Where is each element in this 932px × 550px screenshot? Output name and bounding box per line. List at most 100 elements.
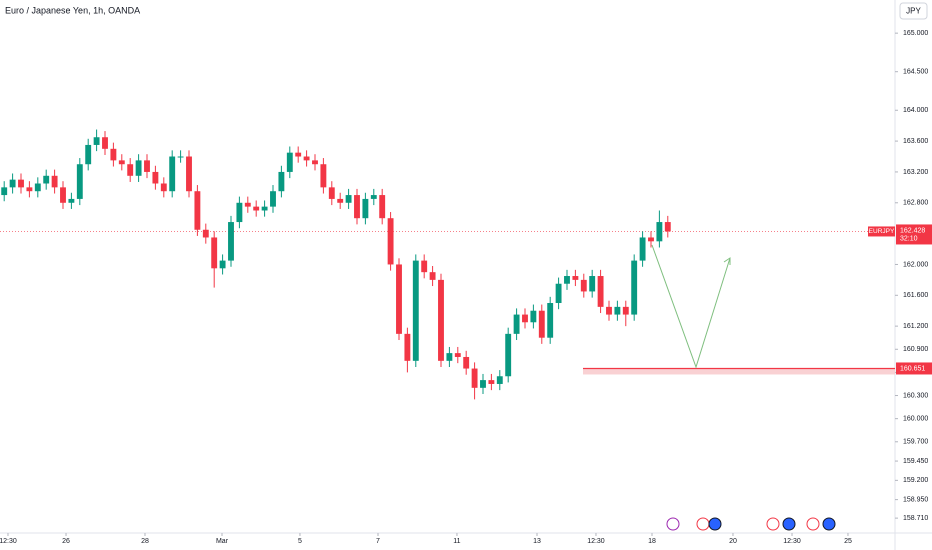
- x-tick-label: 18: [648, 538, 656, 545]
- candle-body: [320, 164, 327, 188]
- candle-body: [454, 353, 461, 357]
- candle-body: [127, 164, 134, 176]
- y-tick-label: 160.000: [903, 416, 928, 423]
- candle-body: [144, 160, 150, 172]
- candle-body: [135, 160, 142, 176]
- projection-arrowhead: [723, 257, 731, 265]
- y-tick-label: 162.800: [903, 200, 928, 207]
- currency-button[interactable]: [899, 2, 928, 20]
- candle-body: [530, 310, 537, 323]
- event-icon[interactable]: [766, 517, 780, 531]
- x-tick-label: Mar: [216, 538, 229, 545]
- x-tick-label: 28: [141, 538, 149, 545]
- candle-body: [160, 183, 167, 192]
- support-badge: [896, 362, 932, 375]
- y-tick-label: 163.600: [903, 138, 928, 145]
- symbol-badge: [868, 226, 895, 237]
- candle-body: [26, 187, 33, 192]
- candle-body: [1, 187, 8, 196]
- candle-body: [93, 137, 100, 145]
- candle-body: [270, 191, 276, 207]
- y-tick-label: 159.450: [903, 458, 928, 465]
- candle-body: [370, 195, 377, 199]
- candle-body: [34, 183, 41, 192]
- projection-path: [651, 244, 731, 369]
- candle-body: [639, 237, 646, 261]
- y-tick-label: 159.200: [903, 477, 928, 484]
- candle-body: [446, 353, 453, 361]
- y-tick-label: 161.200: [903, 323, 928, 330]
- y-tick-label: 160.900: [903, 346, 928, 353]
- candle-body: [60, 187, 66, 203]
- candle-body: [564, 276, 570, 284]
- x-tick-label: 11: [453, 538, 460, 545]
- y-tick-label: 158.710: [903, 515, 928, 522]
- support-zone: [583, 368, 895, 375]
- candle-body: [236, 202, 243, 223]
- candle-body: [421, 260, 428, 273]
- candle-body: [606, 306, 612, 315]
- candle-body: [18, 179, 24, 188]
- candle-body: [488, 380, 495, 384]
- event-icon[interactable]: [696, 517, 710, 531]
- countdown-label: 32:10: [900, 235, 918, 242]
- x-tick-label: 12:30: [587, 538, 605, 545]
- last-price-label: 162.428: [900, 227, 925, 234]
- candle-body: [303, 156, 310, 161]
- candle-body: [631, 260, 638, 315]
- candle-body: [219, 260, 226, 269]
- x-tick-label: 13: [533, 538, 541, 545]
- candle-body: [228, 222, 234, 261]
- candle-body: [43, 175, 50, 184]
- candle-body: [597, 276, 604, 307]
- event-icon[interactable]: [666, 517, 680, 531]
- support-label: 160.651: [900, 365, 925, 372]
- y-tick-label: 162.000: [903, 261, 928, 268]
- y-tick-label: 164.000: [903, 107, 928, 114]
- chart-title: Euro / Japanese Yen, 1h, OANDA: [5, 5, 140, 15]
- candle-body: [505, 333, 512, 377]
- candle-body: [614, 306, 621, 315]
- candle-body: [244, 202, 251, 207]
- candle-body: [555, 283, 562, 304]
- y-tick-label: 159.700: [903, 439, 928, 446]
- event-icon[interactable]: [782, 517, 796, 531]
- candle-body: [177, 156, 184, 158]
- candle-body: [102, 137, 108, 149]
- candle-body: [337, 198, 344, 203]
- candle-body: [186, 156, 192, 192]
- y-tick-label: 164.500: [903, 69, 928, 76]
- candle-body: [345, 195, 352, 203]
- event-icon[interactable]: [806, 517, 820, 531]
- candle-body: [110, 148, 117, 161]
- candle-body: [286, 152, 293, 172]
- candle-body: [513, 314, 520, 334]
- x-tick-label: 26: [62, 538, 70, 545]
- candle-body: [194, 191, 201, 230]
- candle-body: [404, 333, 411, 361]
- y-tick-label: 161.600: [903, 292, 928, 299]
- y-tick-label: 158.950: [903, 496, 928, 503]
- event-icons: [666, 517, 836, 531]
- candle-body: [379, 195, 386, 219]
- candle-body: [438, 279, 444, 361]
- last-price-badge: [896, 224, 932, 245]
- candle-body: [538, 310, 545, 338]
- x-tick-label: 25: [844, 538, 852, 545]
- candle-body: [471, 368, 478, 388]
- candle-body: [202, 229, 209, 238]
- x-tick-label: 7: [376, 538, 380, 545]
- event-icon[interactable]: [822, 517, 836, 531]
- candle-body: [312, 160, 318, 165]
- event-icon[interactable]: [708, 517, 722, 531]
- currency-label[interactable]: JPY: [906, 7, 921, 16]
- y-tick-label: 165.000: [903, 30, 928, 37]
- candle-body: [656, 222, 663, 242]
- candle-body: [648, 237, 654, 242]
- x-tick-label: 12:30: [783, 538, 801, 545]
- candle-body: [354, 195, 360, 219]
- x-tick-label: 5: [298, 538, 302, 545]
- candle-body: [547, 303, 554, 338]
